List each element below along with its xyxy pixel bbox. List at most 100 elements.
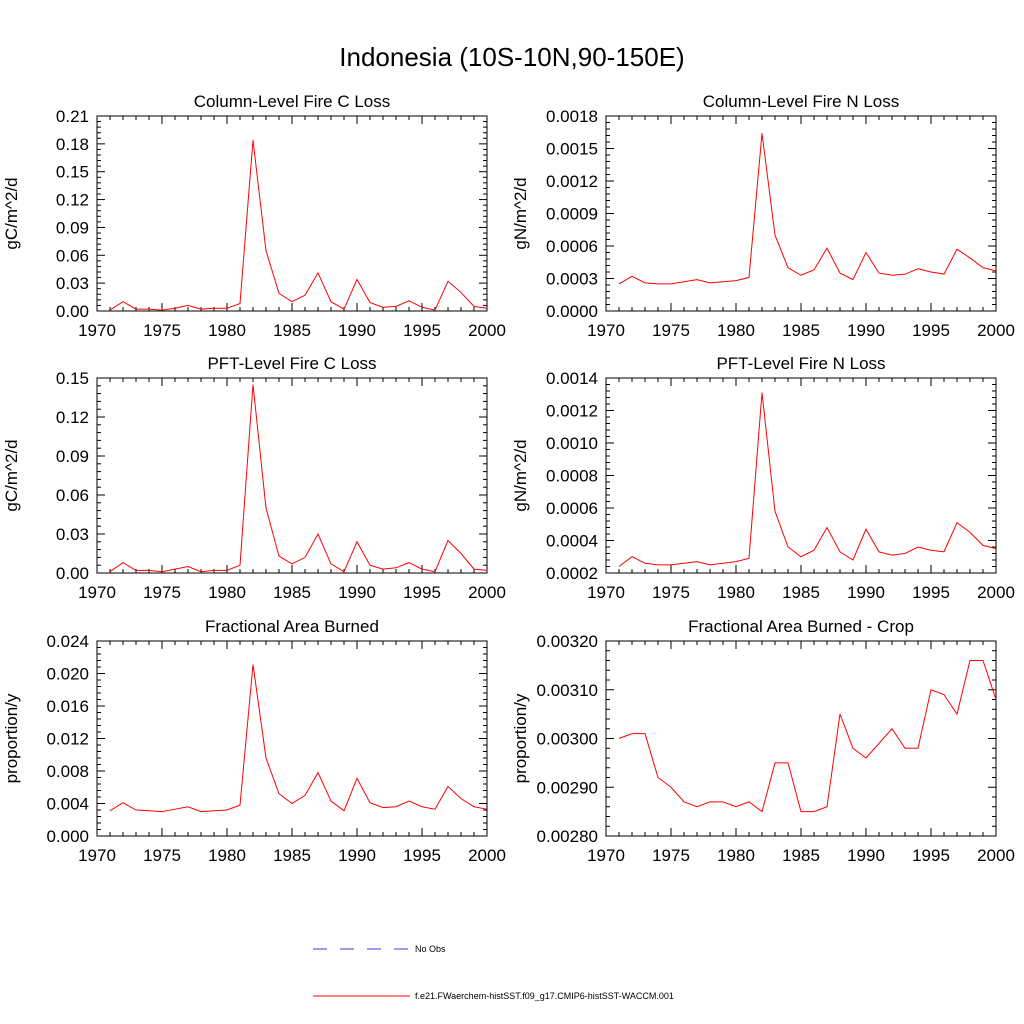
chart-title: PFT-Level Fire C Loss bbox=[207, 354, 376, 373]
y-tick-label: 0.012 bbox=[46, 730, 89, 749]
y-axis-label: proportion/y bbox=[511, 693, 530, 783]
x-tick-label: 1990 bbox=[847, 583, 885, 602]
plot-frame bbox=[605, 640, 997, 837]
y-axis-label: gN/m^2/d bbox=[511, 439, 530, 511]
y-tick-label: 0.0018 bbox=[546, 107, 598, 126]
x-tick-label: 2000 bbox=[977, 321, 1015, 340]
x-tick-label: 1975 bbox=[652, 321, 690, 340]
y-tick-label: 0.18 bbox=[56, 135, 89, 154]
plot-frame bbox=[96, 640, 488, 837]
y-tick-label: 0.004 bbox=[46, 795, 89, 814]
y-tick-label: 0.00300 bbox=[537, 730, 598, 749]
x-tick-label: 1985 bbox=[782, 846, 820, 865]
y-axis-label: gN/m^2/d bbox=[511, 177, 530, 249]
x-tick-label: 1985 bbox=[273, 321, 311, 340]
x-tick-label: 1995 bbox=[912, 321, 950, 340]
series-line bbox=[618, 392, 997, 567]
x-tick-label: 1995 bbox=[403, 321, 441, 340]
x-tick-label: 1995 bbox=[912, 583, 950, 602]
x-tick-label: 1980 bbox=[717, 321, 755, 340]
main-title: Indonesia (10S-10N,90-150E) bbox=[339, 42, 684, 72]
y-tick-label: 0.09 bbox=[56, 218, 89, 237]
y-tick-label: 0.00320 bbox=[537, 632, 598, 651]
legend-model-label: f.e21.FWaerchem-histSST.f09_g17.CMIP6-hi… bbox=[415, 991, 674, 1001]
series-line bbox=[109, 140, 488, 311]
y-tick-label: 0.00290 bbox=[537, 778, 598, 797]
y-tick-label: 0.0014 bbox=[546, 369, 598, 388]
x-tick-label: 2000 bbox=[977, 583, 1015, 602]
x-tick-label: 1970 bbox=[78, 846, 116, 865]
chart-panel-1: 1970 1975 1980 1985 1990 1995 2000 0.00 0.03 0.06… bbox=[2, 92, 506, 340]
chart-panel-6: 1970 1975 1980 1985 1990 1995 2000 0.00280 0.002… bbox=[511, 617, 1015, 865]
y-tick-label: 0.12 bbox=[56, 408, 89, 427]
y-tick-label: 0.00 bbox=[56, 564, 89, 583]
y-tick-label: 0.03 bbox=[56, 525, 89, 544]
plot-frame bbox=[605, 377, 997, 574]
y-tick-label: 0.15 bbox=[56, 163, 89, 182]
y-tick-label: 0.00280 bbox=[537, 827, 598, 846]
plot-frame bbox=[96, 115, 488, 312]
y-tick-label: 0.09 bbox=[56, 447, 89, 466]
x-tick-label: 1985 bbox=[273, 846, 311, 865]
x-tick-label: 1990 bbox=[338, 846, 376, 865]
x-tick-label: 1985 bbox=[273, 583, 311, 602]
series-line bbox=[109, 384, 488, 573]
series-line bbox=[109, 664, 488, 813]
plot-frame bbox=[96, 377, 488, 574]
chart-title: PFT-Level Fire N Loss bbox=[716, 354, 885, 373]
y-tick-label: 0.0010 bbox=[546, 434, 598, 453]
y-tick-label: 0.06 bbox=[56, 246, 89, 265]
x-tick-label: 1980 bbox=[208, 583, 246, 602]
x-tick-label: 1995 bbox=[403, 583, 441, 602]
legend: No Obs f.e21.FWaerchem-histSST.f09_g17.C… bbox=[313, 944, 674, 1001]
x-tick-label: 1990 bbox=[338, 583, 376, 602]
chart-panel-4: 1970 1975 1980 1985 1990 1995 2000 0.0002 0.0004… bbox=[511, 354, 1015, 602]
y-tick-label: 0.0012 bbox=[546, 172, 598, 191]
y-tick-label: 0.0006 bbox=[546, 237, 598, 256]
series-line bbox=[618, 133, 997, 285]
y-tick-label: 0.0002 bbox=[546, 564, 598, 583]
y-tick-label: 0.21 bbox=[56, 107, 89, 126]
y-tick-label: 0.024 bbox=[46, 632, 89, 651]
x-tick-label: 2000 bbox=[468, 321, 506, 340]
x-tick-label: 1980 bbox=[717, 583, 755, 602]
y-tick-label: 0.15 bbox=[56, 369, 89, 388]
chart-title: Fractional Area Burned - Crop bbox=[688, 617, 914, 636]
x-tick-label: 1970 bbox=[587, 583, 625, 602]
x-tick-label: 1975 bbox=[143, 846, 181, 865]
x-tick-label: 1970 bbox=[78, 583, 116, 602]
panels: 1970 1975 1980 1985 1990 1995 2000 0.00 0.03 0.06… bbox=[2, 92, 1015, 865]
y-tick-label: 0.03 bbox=[56, 274, 89, 293]
chart-panel-3: 1970 1975 1980 1985 1990 1995 2000 0.00 0.03 0.06… bbox=[2, 354, 506, 602]
y-tick-label: 0.0004 bbox=[546, 532, 598, 551]
x-tick-label: 1975 bbox=[652, 846, 690, 865]
chart-panel-2: 1970 1975 1980 1985 1990 1995 2000 0.0000 0.0003… bbox=[511, 92, 1015, 340]
chart-title: Fractional Area Burned bbox=[205, 617, 379, 636]
y-tick-label: 0.0009 bbox=[546, 205, 598, 224]
x-tick-label: 1985 bbox=[782, 321, 820, 340]
x-tick-label: 1970 bbox=[587, 846, 625, 865]
x-tick-label: 1975 bbox=[652, 583, 690, 602]
y-axis-label: gC/m^2/d bbox=[2, 177, 21, 249]
y-tick-label: 0.008 bbox=[46, 762, 89, 781]
y-tick-label: 0.000 bbox=[46, 827, 89, 846]
x-tick-label: 1970 bbox=[78, 321, 116, 340]
x-tick-label: 2000 bbox=[977, 846, 1015, 865]
y-tick-label: 0.0000 bbox=[546, 302, 598, 321]
x-tick-label: 1980 bbox=[717, 846, 755, 865]
y-tick-label: 0.00310 bbox=[537, 681, 598, 700]
y-tick-label: 0.016 bbox=[46, 697, 89, 716]
x-tick-label: 1985 bbox=[782, 583, 820, 602]
y-tick-label: 0.0003 bbox=[546, 270, 598, 289]
y-tick-label: 0.0008 bbox=[546, 467, 598, 486]
x-tick-label: 1990 bbox=[338, 321, 376, 340]
series-line bbox=[618, 660, 997, 813]
y-axis-label: proportion/y bbox=[2, 693, 21, 783]
y-tick-label: 0.00 bbox=[56, 302, 89, 321]
chart-title: Column-Level Fire C Loss bbox=[194, 92, 391, 111]
x-tick-label: 1995 bbox=[403, 846, 441, 865]
chart-panel-5: 1970 1975 1980 1985 1990 1995 2000 0.000 0.004 0.… bbox=[2, 617, 506, 865]
plot-frame bbox=[605, 115, 997, 312]
y-tick-label: 0.06 bbox=[56, 486, 89, 505]
y-tick-label: 0.020 bbox=[46, 665, 89, 684]
